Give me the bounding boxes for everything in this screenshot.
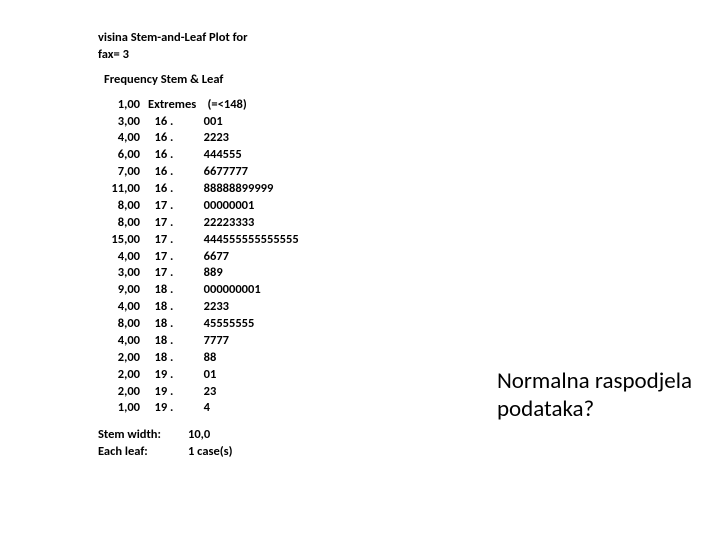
stem-cell: 16 . xyxy=(146,164,198,181)
data-row: 2,00 19 . 01 xyxy=(98,367,299,384)
leaf-cell: 444555555555555 xyxy=(198,232,299,249)
leaf-cell: 001 xyxy=(198,114,223,131)
leaf-cell: 23 xyxy=(198,384,216,401)
data-row: 7,00 16 . 6677777 xyxy=(98,164,299,181)
freq-cell: 4,00 xyxy=(98,249,146,266)
stem-width-label: Stem width: xyxy=(98,427,188,444)
leaf-cell: 7777 xyxy=(198,333,229,350)
title-line-1: visina Stem-and-Leaf Plot for xyxy=(98,30,299,47)
leaf-cell: 45555555 xyxy=(198,316,254,333)
freq-cell: 3,00 xyxy=(98,265,146,282)
stem-cell: 19 . xyxy=(146,400,198,417)
stem-width-value: 10,0 xyxy=(188,427,210,444)
stem-cell: 16 . xyxy=(146,147,198,164)
data-row: 6,00 16 . 444555 xyxy=(98,147,299,164)
data-row: 1,00 19 . 4 xyxy=(98,400,299,417)
stem-cell: 16 . xyxy=(146,181,198,198)
stem-cell: 16 . xyxy=(146,114,198,131)
stem-cell: 17 . xyxy=(146,265,198,282)
data-row: 4,00 18 . 7777 xyxy=(98,333,299,350)
freq-cell: 11,00 xyxy=(98,181,146,198)
leaf-cell: 00000001 xyxy=(198,198,254,215)
leaf-cell: 2223 xyxy=(198,130,229,147)
column-header: Frequency Stem & Leaf xyxy=(98,72,299,89)
annotation-note: Normalna raspodjela podataka? xyxy=(497,368,692,423)
freq-cell: 8,00 xyxy=(98,316,146,333)
data-row: 8,00 17 . 22223333 xyxy=(98,215,299,232)
freq-cell: 7,00 xyxy=(98,164,146,181)
data-row: 4,00 16 . 2223 xyxy=(98,130,299,147)
plot-title: visina Stem-and-Leaf Plot for fax= 3 xyxy=(98,30,299,64)
data-row: 11,00 16 . 88888899999 xyxy=(98,181,299,198)
freq-cell: 1,00 xyxy=(98,400,146,417)
data-row: 15,00 17 . 444555555555555 xyxy=(98,232,299,249)
plot-footer: Stem width: 10,0 Each leaf: 1 case(s) xyxy=(98,427,299,461)
leaf-cell: 000000001 xyxy=(198,282,261,299)
freq-cell: 8,00 xyxy=(98,215,146,232)
data-row: 1,00Extremes (=<148) xyxy=(98,97,299,114)
data-row: 4,00 18 . 2233 xyxy=(98,299,299,316)
stem-width-line: Stem width: 10,0 xyxy=(98,427,299,444)
data-row: 8,00 18 . 45555555 xyxy=(98,316,299,333)
stem-cell: 18 . xyxy=(146,333,198,350)
leaf-cell: 889 xyxy=(198,265,223,282)
data-row: 9,00 18 . 000000001 xyxy=(98,282,299,299)
stem-cell: 16 . xyxy=(146,130,198,147)
stem-cell: 19 . xyxy=(146,384,198,401)
stem-cell: 17 . xyxy=(146,232,198,249)
freq-cell: 6,00 xyxy=(98,147,146,164)
leaf-cell: 6677777 xyxy=(198,164,248,181)
data-row: 2,00 18 . 88 xyxy=(98,350,299,367)
stem-cell: 17 . xyxy=(146,198,198,215)
each-leaf-line: Each leaf: 1 case(s) xyxy=(98,444,299,461)
stem-cell: 18 . xyxy=(146,350,198,367)
leaf-cell: 22223333 xyxy=(198,215,254,232)
stem-cell: 19 . xyxy=(146,367,198,384)
each-leaf-value: 1 case(s) xyxy=(188,444,233,461)
stem-cell: 18 . xyxy=(146,282,198,299)
stem-cell: 17 . xyxy=(146,249,198,266)
freq-cell: 4,00 xyxy=(98,333,146,350)
stem-cell: 18 . xyxy=(146,299,198,316)
leaf-cell: 88888899999 xyxy=(198,181,273,198)
data-row: 8,00 17 . 00000001 xyxy=(98,198,299,215)
data-row: 4,00 17 . 6677 xyxy=(98,249,299,266)
title-line-2: fax= 3 xyxy=(98,47,299,64)
data-row: 3,00 16 . 001 xyxy=(98,114,299,131)
stem-cell: 18 . xyxy=(146,316,198,333)
slide: visina Stem-and-Leaf Plot for fax= 3 Fre… xyxy=(0,0,720,540)
freq-cell: 8,00 xyxy=(98,198,146,215)
stem-leaf-plot: visina Stem-and-Leaf Plot for fax= 3 Fre… xyxy=(98,30,299,461)
data-rows: 1,00Extremes (=<148)3,00 16 . 0014,00 16… xyxy=(98,97,299,418)
leaf-cell: 4 xyxy=(198,400,210,417)
leaf-cell: 88 xyxy=(198,350,216,367)
note-line-2: podataka? xyxy=(497,396,692,424)
freq-cell: 2,00 xyxy=(98,367,146,384)
note-line-1: Normalna raspodjela xyxy=(497,368,692,396)
leaf-cell: 6677 xyxy=(198,249,229,266)
freq-cell: 2,00 xyxy=(98,350,146,367)
freq-cell: 4,00 xyxy=(98,130,146,147)
stem-cell: Extremes (=<148) xyxy=(146,97,247,114)
freq-cell: 2,00 xyxy=(98,384,146,401)
freq-cell: 4,00 xyxy=(98,299,146,316)
freq-cell: 3,00 xyxy=(98,114,146,131)
leaf-cell: 444555 xyxy=(198,147,242,164)
leaf-cell: 2233 xyxy=(198,299,229,316)
data-row: 3,00 17 . 889 xyxy=(98,265,299,282)
freq-cell: 15,00 xyxy=(98,232,146,249)
data-row: 2,00 19 . 23 xyxy=(98,384,299,401)
freq-cell: 9,00 xyxy=(98,282,146,299)
each-leaf-label: Each leaf: xyxy=(98,444,188,461)
freq-cell: 1,00 xyxy=(98,97,146,114)
leaf-cell: 01 xyxy=(198,367,216,384)
stem-cell: 17 . xyxy=(146,215,198,232)
